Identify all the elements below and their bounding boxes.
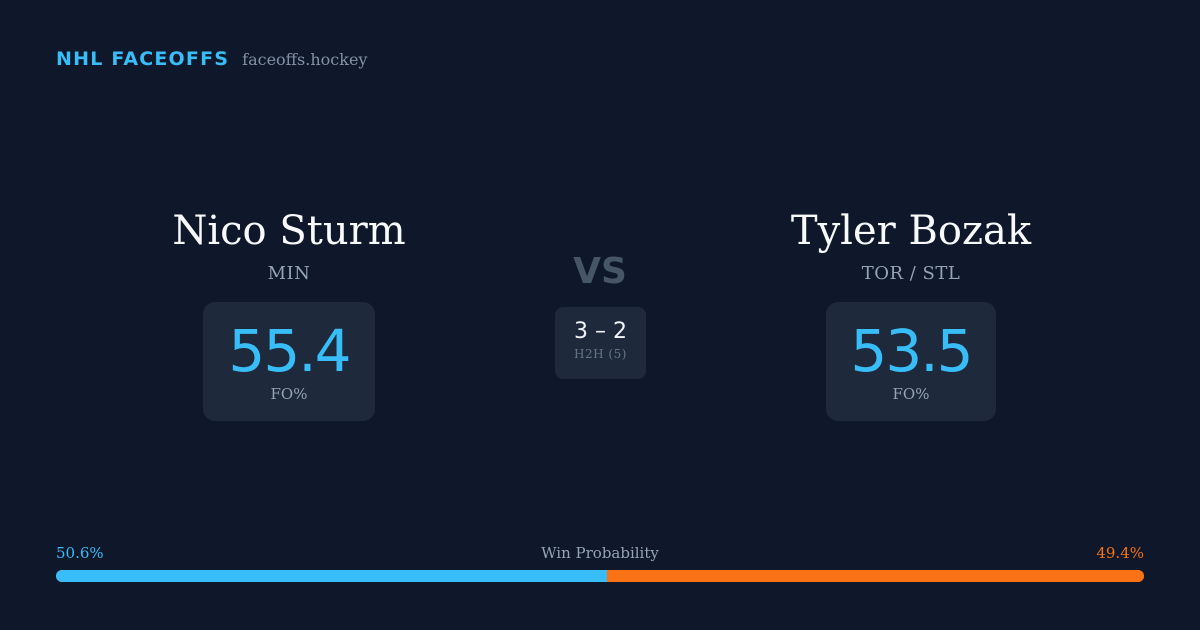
player-right-stat-card: 53.5 FO% bbox=[826, 302, 996, 421]
player-right-name: Tyler Bozak bbox=[790, 208, 1032, 254]
win-probability-left-value: 50.6% bbox=[56, 544, 104, 562]
player-left-stat-card: 55.4 FO% bbox=[203, 302, 375, 421]
win-probability-left-fill bbox=[56, 570, 607, 582]
player-left-faceoff-percentage: 55.4 bbox=[228, 317, 351, 385]
player-left-team: MIN bbox=[267, 263, 311, 284]
player-right-stat-label: FO% bbox=[892, 385, 930, 403]
player-left-name: Nico Sturm bbox=[172, 208, 406, 254]
win-probability-labels: 50.6% Win Probability 49.4% bbox=[56, 542, 1144, 564]
brand-header: NHL FACEOFFS faceoffs.hockey bbox=[56, 48, 367, 70]
player-right-faceoff-percentage: 53.5 bbox=[850, 317, 973, 385]
head-to-head-score: 3 – 2 bbox=[574, 319, 627, 344]
head-to-head-label: H2H (5) bbox=[574, 347, 627, 361]
brand-site: faceoffs.hockey bbox=[242, 50, 368, 69]
win-probability-bar bbox=[56, 570, 1144, 582]
player-right-team: TOR / STL bbox=[861, 263, 961, 284]
player-right: Tyler Bozak TOR / STL 53.5 FO% bbox=[671, 206, 1151, 421]
brand-name: NHL FACEOFFS bbox=[56, 48, 230, 70]
win-probability-title: Win Probability bbox=[541, 544, 659, 562]
win-probability-right-value: 49.4% bbox=[1096, 544, 1144, 562]
versus-label: VS bbox=[573, 251, 627, 292]
player-left-stat-label: FO% bbox=[270, 385, 308, 403]
win-probability-right-fill bbox=[606, 570, 1144, 582]
player-left: Nico Sturm MIN 55.4 FO% bbox=[49, 206, 529, 421]
head-to-head-card: 3 – 2 H2H (5) bbox=[555, 307, 646, 379]
